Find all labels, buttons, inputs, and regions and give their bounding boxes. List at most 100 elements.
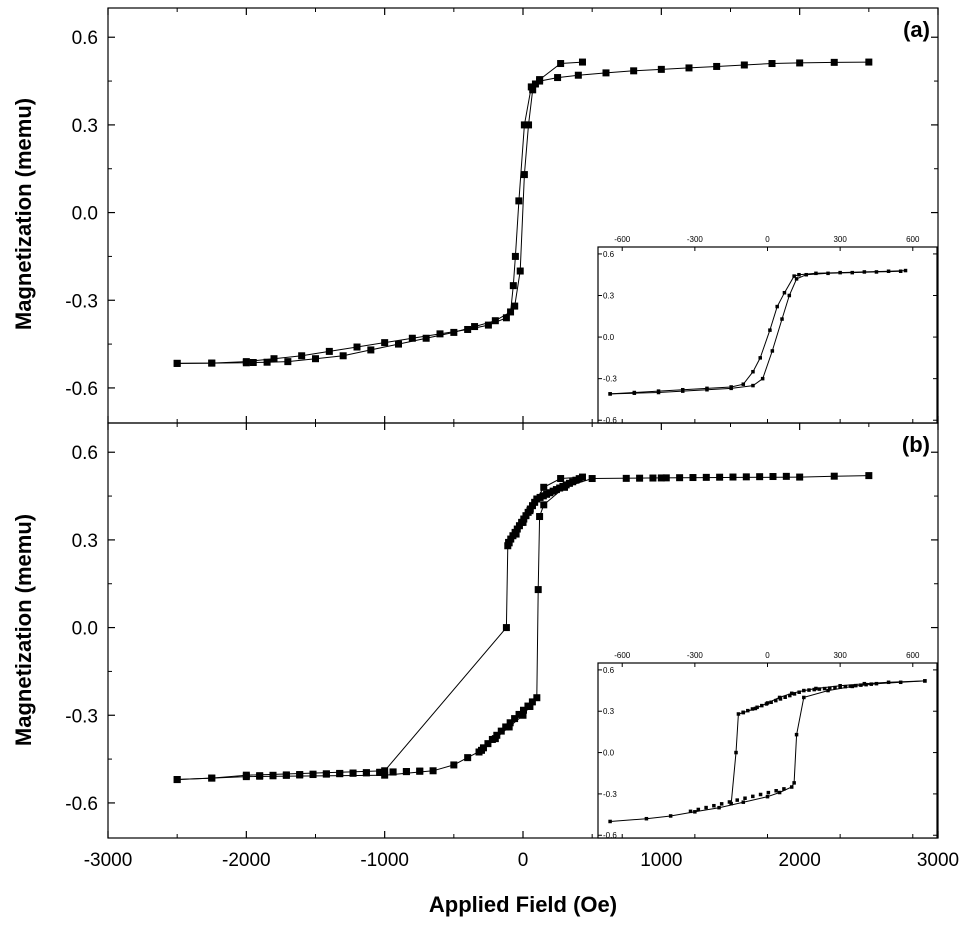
panel-b: -3000 -2000 -1000 0 1000 2000 3000-0.6-0.30.00… [65, 422, 959, 871]
inset-x-tick-label: 300 [833, 235, 847, 244]
main-series-point [657, 474, 665, 482]
inset-series-point [782, 290, 787, 295]
main-series-point [536, 513, 544, 521]
main-series-point [865, 472, 873, 480]
main-series-point [322, 770, 330, 778]
inset-series-point [688, 809, 693, 814]
main-series-point [381, 767, 389, 775]
inset-series-point [874, 681, 879, 686]
inset-series-point [833, 685, 837, 690]
inset-series-point [770, 349, 775, 353]
main-series-point [479, 744, 487, 752]
y-axis-title-top: Magnetization (memu) [11, 98, 36, 330]
inset-series-point [782, 787, 786, 791]
main-series-point [309, 771, 317, 779]
inset-frame [597, 246, 938, 424]
inset-x-tick-label: -300 [687, 235, 704, 244]
inset-y-tick-label: 0.3 [603, 707, 615, 716]
inset-series-point [751, 383, 755, 388]
main-series-point [325, 347, 333, 355]
main-series-point [636, 474, 644, 482]
main-series-point [519, 706, 527, 714]
main-series-point [865, 58, 873, 66]
inset-series-point [760, 376, 765, 381]
inset-x-tick-label: 0 [765, 651, 770, 660]
main-series-point [782, 472, 790, 480]
main-series-point [381, 771, 389, 779]
main-series-point [256, 772, 264, 780]
main-series-point [536, 77, 544, 85]
main-series-point [249, 359, 257, 367]
main-series-point [502, 624, 510, 632]
inset-series-point [874, 270, 879, 274]
main-series-point [768, 60, 776, 68]
inset-series-point [792, 692, 797, 696]
main-series-point [389, 768, 397, 776]
main-series-point [520, 171, 528, 179]
inset-series-point [751, 369, 755, 374]
inset-series-point [751, 794, 755, 799]
inset-series-point [838, 685, 842, 689]
main-series-point [269, 772, 277, 780]
y-axis-title-bottom: Magnetization (memu) [11, 514, 36, 746]
inset-series-point [780, 317, 784, 321]
inset-series-point [789, 691, 794, 696]
x-tick-label: 1000 [640, 850, 682, 871]
inset-x-tick-label: -600 [614, 235, 631, 244]
inset-series-point [712, 803, 716, 808]
inset-y-tick-label: 0.3 [603, 292, 615, 301]
inset-series-point [735, 798, 739, 802]
inset-x-tick-label: -300 [687, 651, 704, 660]
main-series-point [529, 86, 537, 94]
main-series-point [657, 65, 665, 73]
main-series-point [511, 302, 519, 310]
main-series-point [395, 340, 402, 348]
main-series-point [475, 748, 483, 756]
inset-series-point [729, 386, 733, 391]
inset-y-tick-label: 0.0 [603, 749, 615, 758]
main-series-point [429, 767, 437, 775]
x-tick-label: 0 [518, 850, 529, 871]
inset-y-tick-label: 0.0 [603, 333, 615, 342]
inset-series-point [746, 708, 750, 713]
y-tick-label: -0.3 [65, 291, 98, 312]
main-series-point [436, 330, 444, 338]
main-series-point [511, 715, 519, 723]
main-series-point [557, 475, 565, 483]
main-series-point [367, 346, 375, 354]
inset-series-point [755, 705, 759, 710]
inset-series-point [903, 268, 908, 273]
inset-series-point [802, 688, 806, 693]
main-series-point [602, 69, 610, 77]
main-series-point [416, 767, 424, 775]
main-series-point [531, 498, 539, 506]
x-tick-label: -2000 [222, 850, 271, 871]
y-tick-label: 0.3 [72, 116, 98, 137]
main-series-point [575, 475, 583, 483]
y-tick-label: 0.6 [72, 443, 98, 464]
inset-series-point [608, 392, 612, 396]
main-series-point [402, 768, 410, 776]
main-series-point [588, 475, 596, 483]
panel-label: (a) [903, 17, 930, 42]
main-series-point [713, 62, 721, 70]
main-series-point [830, 472, 838, 480]
inset-series-point [777, 790, 782, 795]
main-series-point [796, 473, 804, 481]
y-tick-label: -0.6 [65, 794, 98, 815]
inset-y-tick-label: -0.3 [603, 790, 617, 799]
main-series-point [298, 352, 306, 360]
inset-x-tick-label: 0 [765, 235, 770, 244]
main-series-point [491, 317, 499, 325]
main-series-point [515, 710, 523, 718]
inset-series-point [812, 687, 816, 692]
main-series-point [242, 773, 250, 781]
main-series-point [506, 719, 514, 727]
main-series-point [716, 473, 724, 481]
main-series-point [450, 761, 458, 769]
inset-series-point [656, 390, 661, 395]
y-tick-label: 0.0 [72, 204, 98, 225]
inset-series-point [719, 802, 724, 806]
main-series-point [336, 770, 344, 778]
